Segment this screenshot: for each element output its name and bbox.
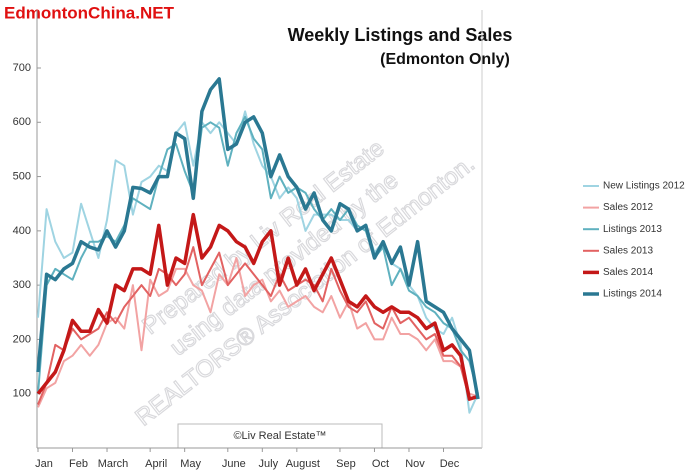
x-tick-label: May xyxy=(180,458,201,470)
x-tick-label: Dec xyxy=(440,458,460,470)
legend-label: Sales 2014 xyxy=(603,267,653,278)
y-tick-label: 600 xyxy=(13,116,31,128)
series-line xyxy=(36,212,479,401)
x-tick-label: Feb xyxy=(69,458,88,470)
y-tick-label: 100 xyxy=(13,388,31,400)
y-tick-label: 300 xyxy=(13,279,31,291)
legend-label: Sales 2013 xyxy=(603,245,653,256)
y-tick-label: 500 xyxy=(13,170,31,182)
x-tick-label: Jan xyxy=(35,458,53,470)
x-tick-label: July xyxy=(259,458,279,470)
chart-title: Weekly Listings and Sales xyxy=(288,25,513,45)
x-tick-label: Oct xyxy=(372,458,389,470)
y-tick-label: 200 xyxy=(13,333,31,345)
chart-subtitle: (Edmonton Only) xyxy=(380,51,510,68)
x-tick-label: August xyxy=(286,458,320,470)
series-line xyxy=(37,257,479,408)
x-tick-label: Nov xyxy=(405,458,425,470)
logo: EdmontonChina.NET xyxy=(4,3,175,22)
legend-label: New Listings 2012 xyxy=(603,181,685,192)
y-tick-label: 700 xyxy=(13,62,31,74)
series-line xyxy=(37,110,479,414)
copyright-box xyxy=(177,423,383,449)
y-tick-label: 400 xyxy=(13,225,31,237)
legend-label: Sales 2012 xyxy=(603,202,653,213)
copyright: ©Liv Real Estate™ xyxy=(233,430,326,442)
x-tick-label: March xyxy=(98,458,129,470)
x-tick-label: June xyxy=(222,458,246,470)
x-tick-label: Sep xyxy=(336,458,356,470)
series-line xyxy=(36,77,480,400)
legend-label: Listings 2013 xyxy=(603,224,662,235)
x-tick-label: April xyxy=(145,458,167,470)
legend-label: Listings 2014 xyxy=(603,289,662,300)
series-line xyxy=(37,246,479,405)
